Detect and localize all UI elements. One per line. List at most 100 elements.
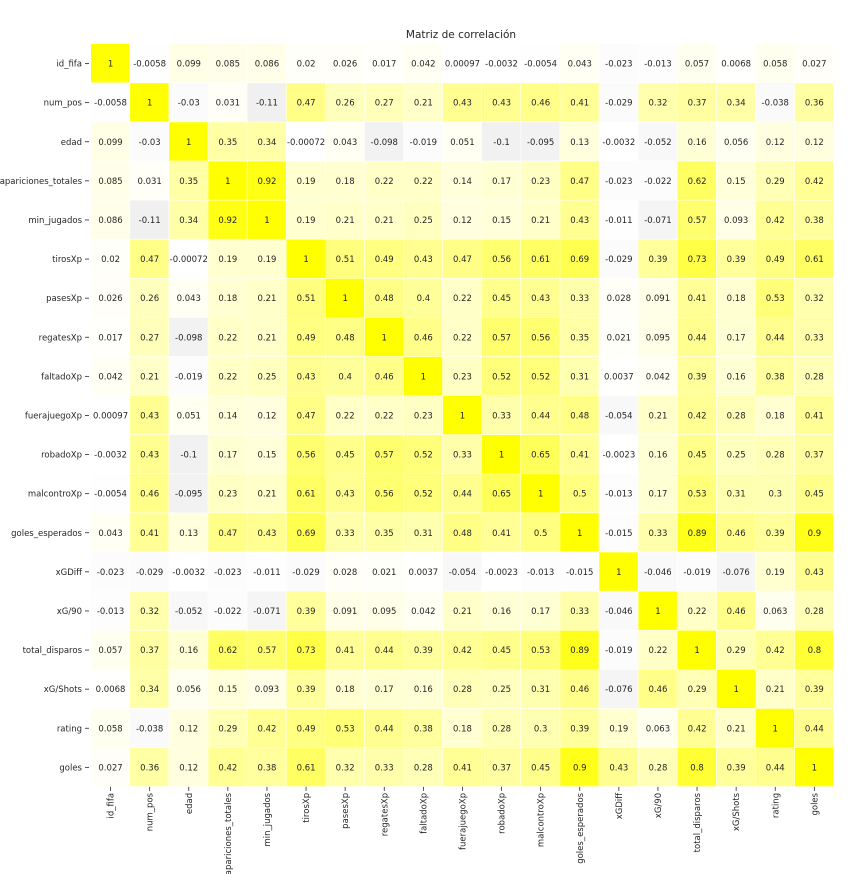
cell-value-label: 0.43 [140, 411, 159, 421]
heatmap-cell [442, 747, 482, 787]
heatmap-cell [599, 395, 638, 435]
cell-value-label: 0.22 [688, 607, 707, 617]
cell-value-label: -0.022 [644, 177, 671, 187]
cell-value-label: 1 [616, 568, 621, 578]
heatmap-cell [247, 239, 286, 278]
cell-value-label: 0.22 [453, 333, 472, 343]
heatmap-cell [91, 474, 130, 513]
cell-value-label: -0.038 [136, 724, 163, 734]
heatmap-cell [560, 239, 599, 278]
heatmap-cell [521, 669, 560, 709]
cell-value-label: -0.019 [605, 646, 632, 656]
cell-value-label: 0.65 [531, 451, 550, 461]
cell-value-label: 1 [460, 411, 465, 421]
cell-value-label: 0.13 [570, 138, 589, 148]
heatmap-cell [482, 278, 521, 318]
heatmap-cell [482, 513, 521, 552]
heatmap-cell [325, 317, 365, 357]
cell-value-label: 0.37 [140, 646, 159, 656]
heatmap-cell [169, 435, 208, 474]
cell-value-label: 0.43 [257, 529, 276, 539]
heatmap-cell [755, 200, 795, 239]
cell-value-label: -0.0032 [94, 451, 127, 461]
cell-value-label: -0.076 [722, 568, 749, 578]
cell-value-label: 0.28 [648, 763, 667, 773]
cell-value-label: 0.18 [727, 294, 746, 304]
heatmap-cell [716, 747, 756, 787]
y-tick-label: xG/90 [57, 607, 82, 617]
cell-value-label: 0.52 [414, 490, 433, 500]
cell-value-label: 0.15 [218, 685, 237, 695]
cell-value-label: 0.23 [218, 490, 237, 500]
cell-value-label: 0.12 [179, 763, 198, 773]
heatmap-cell [755, 317, 795, 357]
heatmap-cell [325, 630, 365, 669]
heatmap-cell [169, 278, 208, 318]
heatmap-cell [325, 83, 365, 122]
y-tick-label: malcontroXp [28, 490, 82, 500]
heatmap-cell [716, 435, 756, 474]
cell-value-label: -0.015 [605, 529, 632, 539]
heatmap-cell [599, 200, 638, 239]
cell-value-label: 0.42 [766, 646, 785, 656]
heatmap-cell [677, 395, 716, 435]
cell-value-label: 0.28 [805, 372, 824, 382]
heatmap-cell [794, 708, 834, 748]
cell-value-label: 0.48 [570, 411, 589, 421]
x-tick-label: xGDiff [615, 792, 625, 820]
heatmap-cell [599, 356, 638, 396]
x-tick-label: xG/90 [654, 793, 664, 818]
heatmap-cell [560, 513, 599, 552]
heatmap-cell [677, 83, 716, 122]
heatmap-cell [521, 552, 560, 591]
x-tick-label: id_fifa [107, 793, 117, 819]
heatmap-cell [716, 395, 756, 435]
heatmap-cell [325, 278, 365, 318]
cell-value-label: -0.0058 [94, 99, 127, 109]
heatmap-cell [716, 591, 756, 630]
heatmap-cell [716, 474, 756, 513]
cell-value-label: 0.44 [805, 724, 824, 734]
cell-value-label: 0.19 [297, 216, 316, 226]
heatmap-cell [286, 44, 325, 83]
cell-value-label: 0.89 [570, 646, 589, 656]
cell-value-label: 0.12 [805, 138, 824, 148]
heatmap-cell [442, 317, 482, 357]
cell-value-label: 0.16 [179, 646, 198, 656]
cell-value-label: 0.23 [453, 372, 472, 382]
cell-value-label: 0.027 [98, 763, 122, 773]
heatmap-cell [638, 161, 677, 200]
heatmap-cell [716, 122, 756, 161]
cell-value-label: 0.22 [375, 411, 394, 421]
cell-value-label: -0.029 [605, 99, 632, 109]
cell-value-label: 0.52 [414, 451, 433, 461]
heatmap-cell [169, 708, 208, 748]
heatmap-cell [755, 591, 795, 630]
cell-value-label: 0.4 [417, 294, 431, 304]
heatmap-cell [442, 435, 482, 474]
heatmap-cell [403, 474, 443, 513]
cell-value-label: 0.0037 [408, 568, 438, 578]
heatmap-cell [677, 356, 716, 396]
heatmap-cell [560, 591, 599, 630]
cell-value-label: 0.095 [372, 607, 396, 617]
heatmap-cell [482, 435, 521, 474]
heatmap-cell [677, 513, 716, 552]
cell-value-label: 0.42 [766, 216, 785, 226]
cell-value-label: -0.0032 [485, 60, 518, 70]
cell-value-label: 0.47 [297, 99, 316, 109]
cell-value-label: -0.0023 [602, 451, 635, 461]
cell-value-label: 0.02 [101, 255, 120, 265]
cell-value-label: 0.35 [375, 529, 394, 539]
cell-value-label: 0.18 [453, 724, 472, 734]
heatmap-cell [169, 317, 208, 357]
cell-value-label: 0.62 [218, 646, 237, 656]
heatmap-cells: 1 -0.0058 0.099 0.085 0.086 0.02 0.026 0.017 0.0… [91, 44, 834, 787]
heatmap-cell [755, 122, 795, 161]
heatmap-cell [599, 44, 638, 83]
heatmap-cell [442, 669, 482, 709]
heatmap-cell [482, 669, 521, 709]
heatmap-cell [91, 44, 130, 83]
cell-value-label: 0.46 [140, 490, 159, 500]
cell-value-label: 0.46 [414, 333, 433, 343]
